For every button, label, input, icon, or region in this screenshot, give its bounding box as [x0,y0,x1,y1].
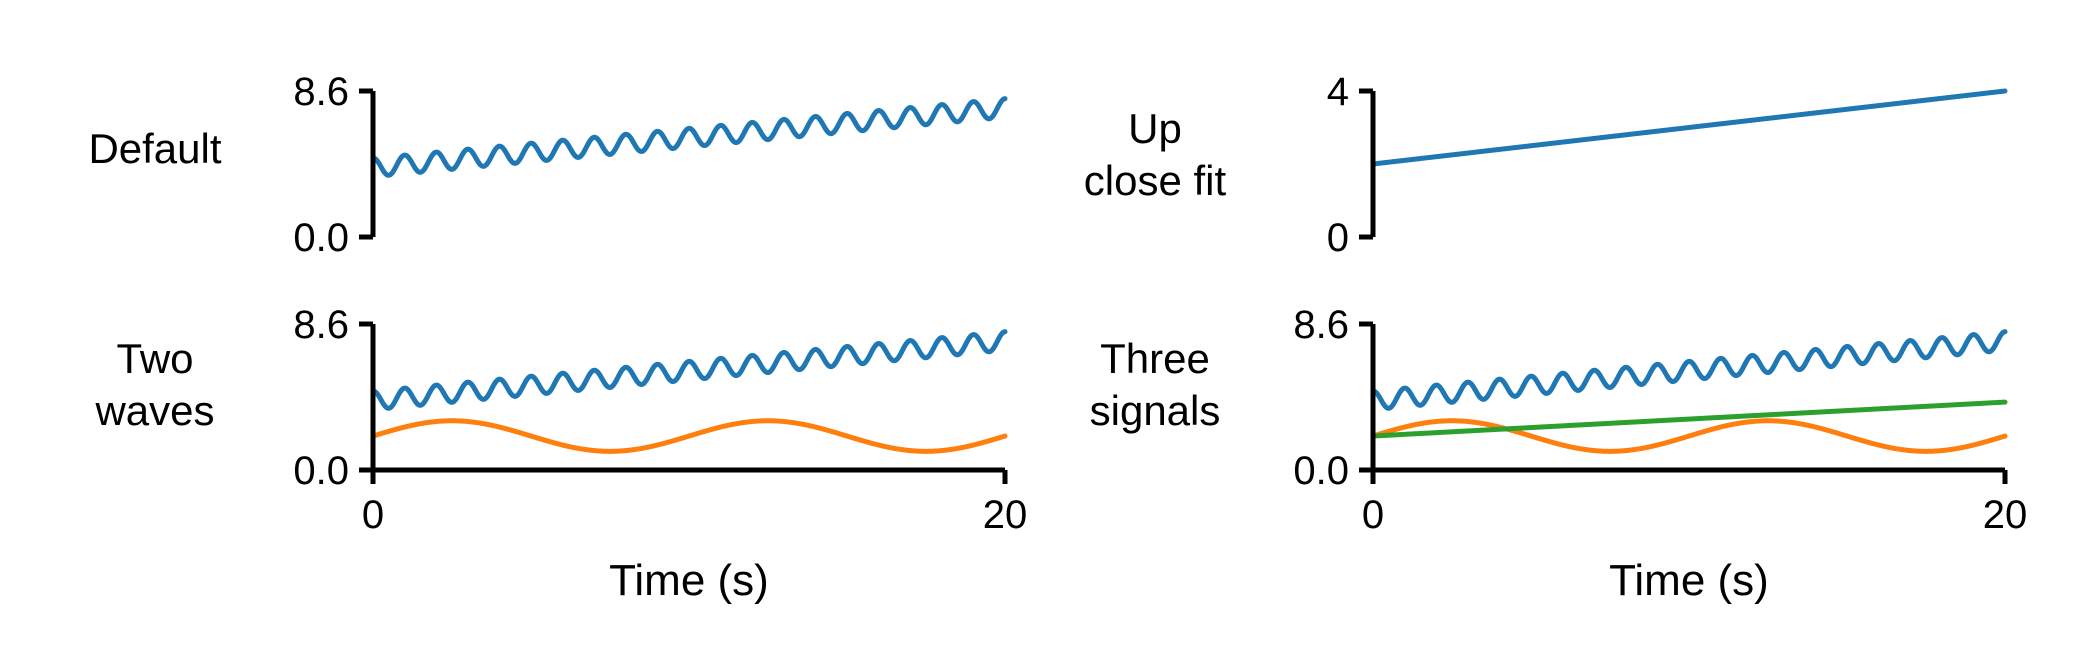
y-tick-label: 0.0 [293,216,349,260]
row-label: close fit [1084,157,1227,204]
x-axis-title: Time (s) [1609,556,1769,605]
subplot-4: Three signals 0.0 8.6 0 20 Time (s) [1090,303,2028,605]
row-label: Default [88,125,221,172]
subplot-1: Default 0.0 8.6 [88,70,1008,260]
y-tick-label: 4 [1327,70,1349,114]
series-line-1 [1370,329,2008,411]
subplot-3: Two waves 0.0 8.6 0 20 Time (s) [94,303,1027,605]
series-line-1 [370,96,1008,178]
row-label: Two [116,335,193,382]
y-tick-label: 8.6 [293,303,349,347]
y-tick-label: 0.0 [1293,449,1349,493]
y-tick-label: 0 [1327,216,1349,260]
subplot-2: Up close fit 0 4 [1084,70,2008,260]
row-label: waves [94,387,214,434]
series-line-2 [370,418,1008,454]
series-line-1 [1370,88,2008,167]
row-label: Three [1100,335,1210,382]
row-label: signals [1090,387,1221,434]
x-tick-label: 0 [362,493,384,537]
x-axis-title: Time (s) [609,556,769,605]
x-tick-label: 0 [1362,493,1384,537]
series-line-2 [1370,418,2008,454]
series-line-1 [370,329,1008,411]
x-tick-label: 20 [983,493,1028,537]
y-tick-label: 0.0 [293,449,349,493]
y-tick-label: 8.6 [293,70,349,114]
row-label: Up [1128,105,1182,152]
series-line-3 [1370,399,2008,439]
x-tick-label: 20 [1983,493,2028,537]
y-tick-label: 8.6 [1293,303,1349,347]
